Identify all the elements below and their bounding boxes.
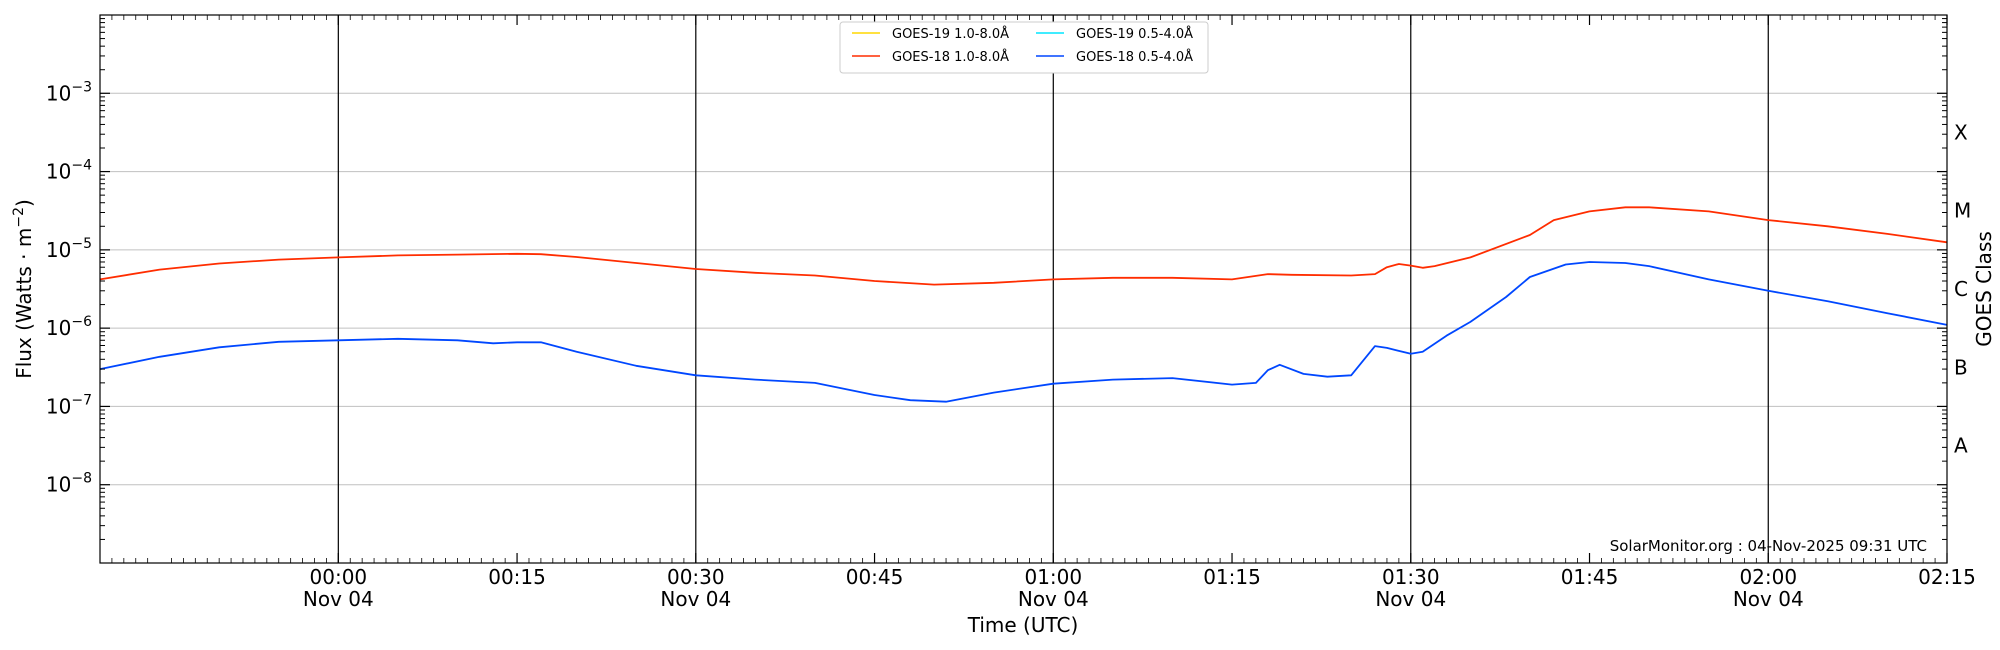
- x-tick-date-label: Nov 04: [1375, 587, 1446, 611]
- gridlines: [100, 15, 1947, 563]
- legend-box: [839, 21, 1209, 74]
- y-axis-title-end: ): [12, 199, 36, 207]
- y-tick-label: 10−4: [46, 158, 92, 184]
- goes-class-label: M: [1954, 199, 1971, 223]
- legend-label: GOES-19 1.0-8.0Å: [892, 26, 1009, 42]
- goes-class-label: B: [1954, 355, 1968, 379]
- series-lines: [99, 206, 1948, 403]
- right-axis-title: GOES Class: [1972, 231, 1996, 347]
- x-axis-title: Time (UTC): [967, 613, 1079, 637]
- legend-label: GOES-18 0.5-4.0Å: [1076, 49, 1193, 65]
- y-axis-title-main: Flux (Watts · m: [12, 228, 36, 379]
- plot-frame: [99, 14, 1948, 564]
- goes-class-label: X: [1954, 120, 1968, 144]
- y-axis-title: Flux (Watts · m−2): [11, 199, 36, 379]
- legend: GOES-19 1.0-8.0Å GOES-19 0.5-4.0Å GOES-18 …: [839, 21, 1209, 74]
- x-tick-label: 02:15: [1918, 565, 1976, 589]
- y-tick-label: 10−3: [46, 79, 92, 105]
- series-line: [99, 261, 1948, 403]
- x-tick-label: 00:00: [310, 565, 368, 589]
- y-axis-title-exponent: −2: [11, 207, 27, 228]
- y-tick-label: 10−8: [46, 471, 92, 497]
- x-tick-label: 00:45: [846, 565, 904, 589]
- x-tick-date-label: Nov 04: [303, 587, 374, 611]
- goes-class-label: C: [1954, 277, 1968, 301]
- x-tick-label: 00:15: [488, 565, 546, 589]
- goes-class-label: A: [1954, 434, 1968, 458]
- x-tick-label: 01:00: [1024, 565, 1082, 589]
- legend-label: GOES-19 0.5-4.0Å: [1076, 26, 1193, 42]
- legend-label: GOES-18 1.0-8.0Å: [892, 49, 1009, 65]
- x-tick-date-label: Nov 04: [660, 587, 731, 611]
- plot-background: [100, 15, 1947, 563]
- x-tick-label: 00:30: [667, 565, 725, 589]
- y-tick-label: 10−7: [46, 392, 92, 418]
- series-line: [99, 206, 1948, 286]
- x-tick-label: 01:45: [1561, 565, 1619, 589]
- y-tick-label: 10−6: [46, 314, 92, 340]
- x-tick-label: 01:30: [1382, 565, 1440, 589]
- credit-text: SolarMonitor.org : 04-Nov-2025 09:31 UTC: [1610, 537, 1927, 555]
- y-tick-label: 10−5: [46, 236, 92, 262]
- x-tick-date-label: Nov 04: [1018, 587, 1089, 611]
- x-tick-date-label: Nov 04: [1733, 587, 1804, 611]
- x-tick-label: 01:15: [1203, 565, 1261, 589]
- x-tick-label: 02:00: [1739, 565, 1797, 589]
